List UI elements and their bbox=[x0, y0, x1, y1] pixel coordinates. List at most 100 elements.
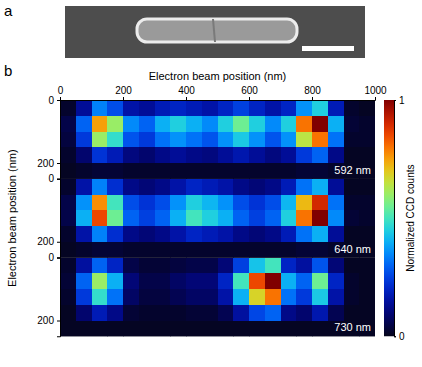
tick: 0 bbox=[48, 95, 60, 106]
heatmap-cell bbox=[249, 147, 265, 163]
heatmap-cell bbox=[170, 305, 186, 321]
heatmap-cell bbox=[218, 242, 234, 258]
tick: 200 bbox=[37, 236, 60, 247]
heatmap-cell bbox=[139, 258, 155, 274]
heatmap-cell bbox=[170, 273, 186, 289]
heatmap-cell bbox=[249, 210, 265, 226]
heatmap-cell bbox=[233, 179, 249, 195]
heatmap-cell bbox=[265, 321, 281, 337]
tick-label: 200 bbox=[115, 85, 132, 96]
heatmap-cell bbox=[202, 163, 218, 179]
heatmap-cell bbox=[202, 195, 218, 211]
heatmap-cell bbox=[107, 163, 123, 179]
heatmap-cell bbox=[92, 289, 108, 305]
tick: 1 bbox=[394, 95, 405, 106]
panel-a bbox=[65, 6, 365, 58]
heatmap-cell bbox=[233, 258, 249, 274]
tick-label: 200 bbox=[37, 315, 54, 326]
heatmap-cell bbox=[123, 289, 139, 305]
heatmap-cell bbox=[76, 195, 92, 211]
heatmap-cell bbox=[92, 147, 108, 163]
heatmap-cell bbox=[60, 100, 76, 116]
heatmap-cell bbox=[233, 289, 249, 305]
tick-mark bbox=[57, 321, 60, 322]
panel-label: a bbox=[4, 2, 13, 19]
heatmap-cell bbox=[281, 147, 297, 163]
heatmap-cell bbox=[218, 321, 234, 337]
heatmap-cell bbox=[218, 305, 234, 321]
heatmap-cell bbox=[123, 100, 139, 116]
heatmap-cell bbox=[107, 195, 123, 211]
heatmap-cell bbox=[155, 210, 171, 226]
heatmap-cell bbox=[202, 273, 218, 289]
heatmap-cell bbox=[139, 289, 155, 305]
heatmap-cell bbox=[155, 147, 171, 163]
heatmap-cell bbox=[76, 289, 92, 305]
heatmap-cell bbox=[344, 179, 360, 195]
heatmap-cell bbox=[296, 179, 312, 195]
heatmap-cell bbox=[60, 273, 76, 289]
nanorod bbox=[137, 19, 297, 42]
axis-line bbox=[57, 258, 61, 337]
heatmap-cell bbox=[312, 289, 328, 305]
heatmap-cell bbox=[249, 226, 265, 242]
heatmap-cell bbox=[92, 305, 108, 321]
tick-mark bbox=[394, 336, 396, 337]
heatmap-cell bbox=[139, 100, 155, 116]
heatmap-cell bbox=[155, 100, 171, 116]
heatmap-cell bbox=[76, 226, 92, 242]
heatmap-cell bbox=[123, 132, 139, 148]
heatmap-cell bbox=[344, 100, 360, 116]
heatmap-cell bbox=[281, 289, 297, 305]
tick-label: 0 bbox=[48, 173, 54, 184]
heatmap-cell bbox=[123, 321, 139, 337]
heatmap-cell bbox=[344, 226, 360, 242]
heatmap-cell bbox=[155, 258, 171, 274]
heatmap-cell bbox=[76, 258, 92, 274]
heatmap-cell bbox=[265, 289, 281, 305]
heatmap-cell bbox=[123, 226, 139, 242]
heatmap-cell bbox=[328, 226, 344, 242]
heatmap-cell bbox=[60, 210, 76, 226]
tick-label: 0 bbox=[48, 252, 54, 263]
heatmap-cell bbox=[328, 305, 344, 321]
heatmap-cell bbox=[170, 132, 186, 148]
heatmap-cell bbox=[186, 226, 202, 242]
heatmap-panel: 0200592 nm bbox=[37, 95, 375, 180]
tick-mark bbox=[60, 97, 61, 100]
heatmap-cell bbox=[233, 305, 249, 321]
heatmap-cell bbox=[60, 116, 76, 132]
heatmap-cell bbox=[296, 273, 312, 289]
heatmap-cell bbox=[233, 242, 249, 258]
heatmap-cell bbox=[359, 100, 375, 116]
heatmap-cell bbox=[139, 195, 155, 211]
heatmap-cell bbox=[281, 273, 297, 289]
heatmap-cell bbox=[76, 147, 92, 163]
heatmap-cell bbox=[202, 210, 218, 226]
heatmap-cell bbox=[202, 242, 218, 258]
cells bbox=[60, 100, 375, 179]
heatmap-cell bbox=[328, 273, 344, 289]
heatmap-cell bbox=[281, 305, 297, 321]
heatmap-cell bbox=[359, 289, 375, 305]
heatmap-cell bbox=[281, 258, 297, 274]
heatmap-cell bbox=[107, 258, 123, 274]
heatmap-cell bbox=[107, 179, 123, 195]
heatmap-cell bbox=[186, 273, 202, 289]
heatmap-cell bbox=[281, 226, 297, 242]
cells bbox=[60, 258, 375, 337]
heatmap-cell bbox=[139, 210, 155, 226]
axis: 0 200 bbox=[37, 252, 60, 337]
heatmap-cell bbox=[281, 116, 297, 132]
heatmap-cell bbox=[218, 195, 234, 211]
heatmap-cell bbox=[202, 132, 218, 148]
tick-mark bbox=[394, 100, 396, 101]
colorbar bbox=[384, 100, 394, 336]
heatmap-cell bbox=[170, 179, 186, 195]
heatmap-cell bbox=[328, 132, 344, 148]
heatmap-cell bbox=[155, 116, 171, 132]
heatmap-cell bbox=[218, 210, 234, 226]
heatmap-cell bbox=[218, 132, 234, 148]
heatmap-cell bbox=[296, 305, 312, 321]
tick: 0 bbox=[48, 173, 60, 184]
